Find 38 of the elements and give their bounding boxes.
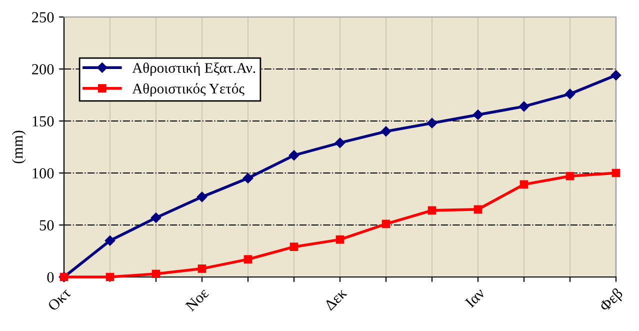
point (106, 272, 114, 282)
y-tick-label: 100 (32, 168, 54, 178)
point (336, 235, 344, 244)
x-tick-label: Δεκ (324, 287, 348, 311)
point (242, 173, 254, 184)
point (612, 168, 620, 178)
y-tick-label: 250 (32, 12, 54, 22)
y-tick-label: 0 (47, 272, 54, 282)
y-tick-label: 150 (32, 116, 54, 126)
point (520, 180, 528, 189)
point (566, 172, 574, 180)
point (428, 206, 436, 215)
y-tick-label: 50 (40, 220, 54, 230)
point (610, 70, 622, 80)
point (382, 220, 390, 228)
point (288, 150, 300, 160)
point (426, 118, 438, 128)
x-tick-label: Νοε (184, 287, 210, 312)
point (518, 101, 530, 112)
y-tick-label: 200 (32, 64, 54, 74)
point (152, 270, 160, 278)
x-tick-label: Φεβ (598, 287, 626, 314)
point (290, 242, 298, 252)
point (472, 110, 484, 120)
legend-label: Αθροιστική Εξατ.Αν. (132, 62, 256, 76)
legend-label: Αθροιστικός Υετός (132, 83, 244, 97)
y-axis-title: (mm) (12, 130, 26, 164)
point (196, 192, 208, 202)
x-tick-label: Οκτ (47, 287, 72, 312)
point (198, 264, 206, 273)
x-tick-label: Ιαν (464, 287, 486, 308)
point (104, 235, 116, 246)
point (474, 205, 482, 214)
point (150, 212, 162, 223)
point (244, 255, 252, 264)
point (334, 138, 346, 148)
point (564, 88, 576, 100)
point (380, 126, 392, 137)
